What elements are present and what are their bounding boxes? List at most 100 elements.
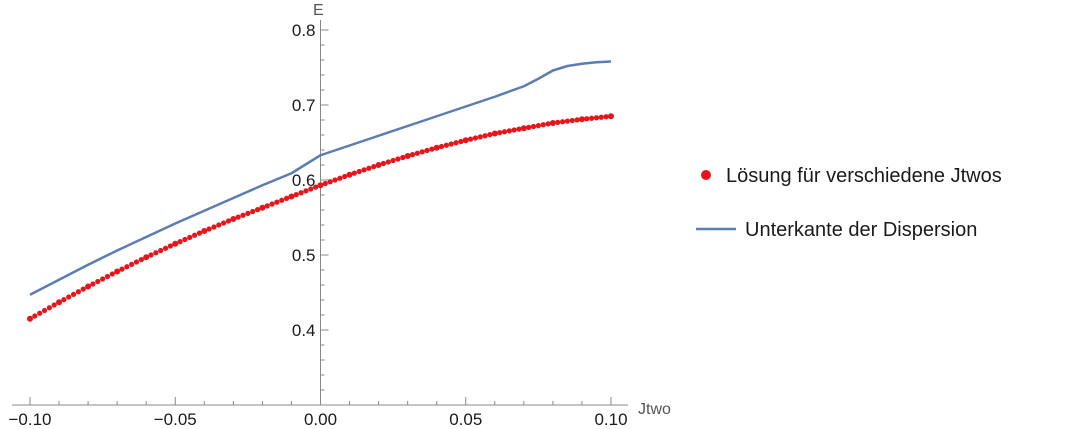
y-axis-label: E — [313, 2, 324, 19]
data-point — [201, 228, 208, 234]
data-point — [317, 182, 324, 189]
data-point-fill — [211, 224, 217, 230]
data-point-fill — [167, 243, 174, 249]
data-point-fill — [182, 236, 188, 243]
data-point-fill — [467, 136, 474, 142]
data-point-fill — [109, 271, 115, 277]
data-point-fill — [313, 184, 319, 190]
data-point — [462, 137, 469, 144]
data-point — [578, 116, 585, 123]
data-point-fill — [361, 167, 367, 173]
data-point — [433, 144, 440, 151]
data-point — [230, 216, 237, 222]
data-point-fill — [221, 220, 227, 226]
data-point-fill — [192, 232, 198, 238]
data-point-fill — [453, 140, 459, 146]
y-tick-label: 0.4 — [292, 321, 316, 340]
y-tick-label: 0.6 — [292, 171, 316, 190]
data-point-fill — [458, 138, 464, 145]
data-point-fill — [574, 117, 580, 123]
data-point-fill — [332, 177, 338, 183]
data-point-fill — [366, 165, 372, 171]
data-point-fill — [196, 230, 203, 236]
data-point-fill — [409, 152, 416, 158]
data-point-fill — [385, 159, 391, 165]
data-point — [549, 120, 556, 126]
data-point-fill — [569, 117, 575, 124]
data-point-fill — [351, 170, 357, 176]
x-tick-label: −0.10 — [8, 410, 51, 429]
data-point-fill — [589, 115, 595, 121]
data-point-fill — [448, 141, 454, 147]
data-point — [491, 130, 498, 137]
data-point-fill — [100, 276, 106, 282]
data-point-fill — [593, 115, 600, 121]
data-point-fill — [153, 250, 159, 256]
data-point — [114, 268, 121, 275]
data-point-fill — [250, 208, 256, 215]
legend-swatch-solution — [701, 170, 711, 180]
data-point-fill — [206, 226, 212, 232]
data-point-fill — [516, 126, 522, 132]
data-point-fill — [337, 175, 343, 181]
data-point-fill — [269, 201, 275, 207]
data-point — [172, 240, 179, 247]
data-point-fill — [584, 116, 590, 122]
data-point-fill — [603, 114, 609, 120]
data-point-fill — [371, 164, 377, 170]
data-point-fill — [443, 142, 449, 148]
data-point — [608, 113, 614, 120]
data-point-fill — [380, 160, 387, 167]
data-point-fill — [298, 190, 304, 196]
data-point-fill — [535, 123, 541, 129]
data-point-fill — [526, 124, 532, 130]
x-tick-label: 0.05 — [449, 410, 482, 429]
x-axis-label: Jtwo — [638, 401, 671, 418]
data-point-fill — [264, 203, 270, 209]
data-point-fill — [356, 168, 362, 175]
data-point-fill — [187, 234, 193, 240]
legend-label-solution: Lösung für verschiedene Jtwos — [726, 165, 1002, 187]
legend-label-dispersion: Unterkante der Dispersion — [745, 219, 977, 241]
y-tick-label: 0.8 — [292, 21, 316, 40]
data-point-fill — [80, 286, 86, 292]
data-point-fill — [75, 289, 82, 295]
data-point-fill — [506, 128, 512, 134]
x-tick-label: 0.10 — [594, 410, 627, 429]
data-point — [404, 153, 411, 159]
axes: −0.10 −0.05 0.00 0.05 0.10 0.4 0.5 0.6 0.7 0.8 Jtw… — [8, 2, 671, 429]
data-point-fill — [472, 135, 479, 141]
data-point-fill — [501, 129, 508, 135]
data-point-fill — [66, 294, 72, 300]
data-point-fill — [254, 207, 261, 213]
data-point-fill — [162, 245, 169, 251]
data-point-fill — [37, 310, 43, 316]
data-point-fill — [477, 134, 483, 140]
data-point-fill — [424, 147, 430, 154]
data-point-fill — [303, 188, 309, 194]
plot-marks — [27, 60, 614, 322]
data-point-fill — [559, 119, 566, 125]
data-point-fill — [530, 123, 537, 130]
data-point-fill — [177, 239, 183, 245]
data-point-fill — [511, 127, 517, 133]
data-point-fill — [400, 154, 406, 161]
data-point-fill — [274, 199, 280, 205]
data-point-fill — [555, 119, 561, 125]
data-point-fill — [429, 146, 435, 152]
data-point-fill — [51, 302, 57, 308]
data-point-fill — [284, 195, 290, 201]
data-point-fill — [545, 121, 551, 127]
data-point — [520, 125, 527, 132]
data-point — [288, 193, 295, 200]
data-point-fill — [390, 157, 396, 164]
data-point-fill — [497, 130, 503, 136]
data-point — [259, 204, 266, 211]
data-point — [143, 254, 150, 261]
data-point-fill — [124, 264, 130, 270]
data-point-fill — [235, 214, 241, 220]
series-line-dispersion — [29, 60, 612, 296]
data-point-fill — [129, 261, 135, 267]
data-point-fill — [482, 133, 488, 139]
